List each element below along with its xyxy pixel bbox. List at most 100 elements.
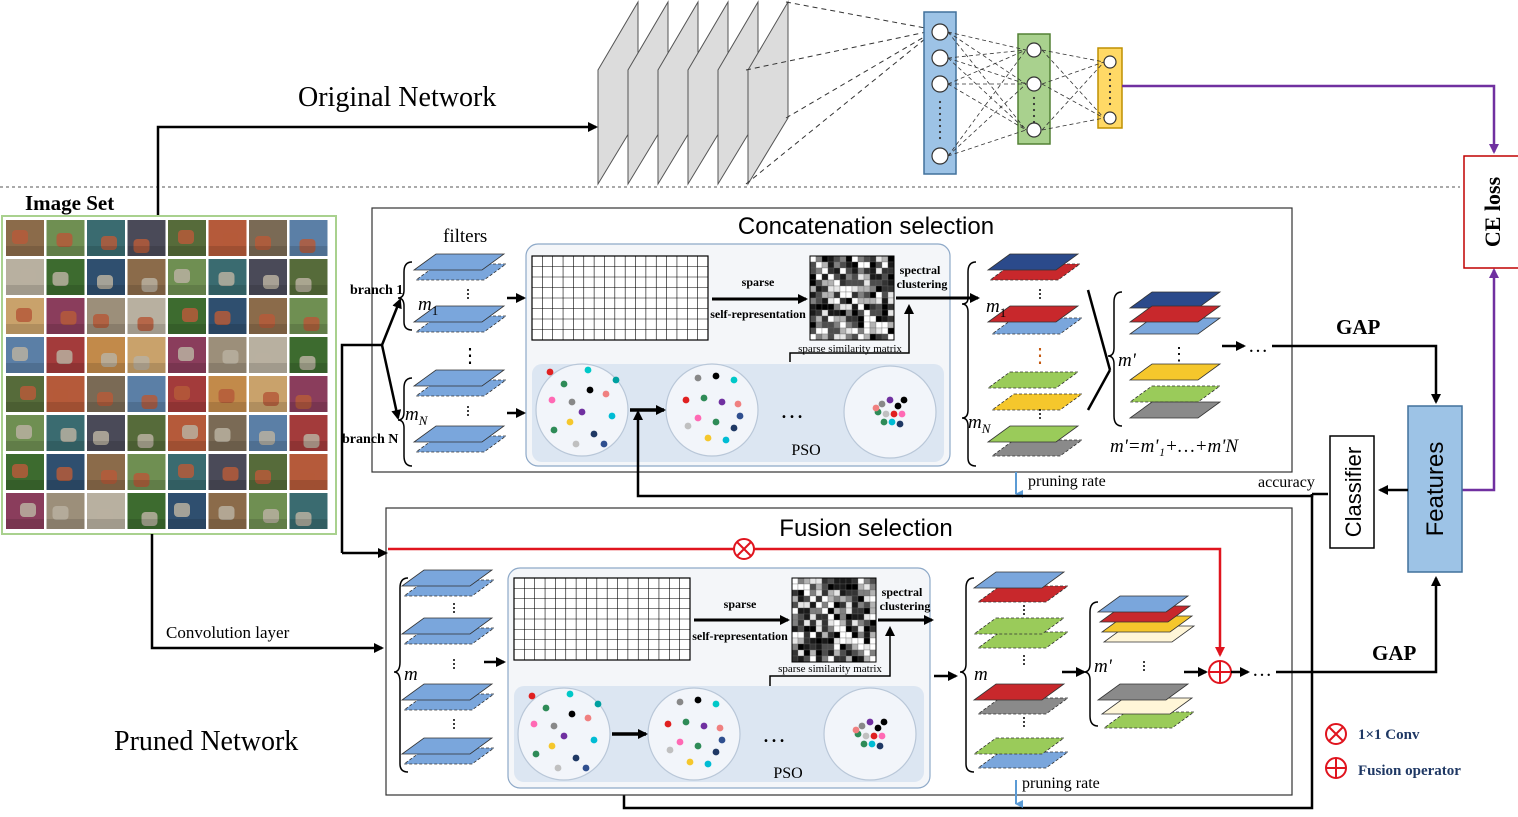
similarity-cell <box>869 273 877 281</box>
similarity-cell <box>839 303 847 311</box>
concat-pso-ellipsis: … <box>780 398 804 424</box>
vertical-dot <box>1039 289 1041 291</box>
similarity-cell <box>887 321 895 329</box>
thumbnail-subject <box>52 389 69 403</box>
similarity-cell <box>809 297 817 305</box>
similarity-cell <box>863 607 871 615</box>
thumbnail-subject <box>101 470 117 484</box>
vertical-dot <box>453 723 455 725</box>
similarity-cell <box>857 267 865 275</box>
similarity-cell <box>857 577 865 585</box>
fusion-out-ellipsis: … <box>1252 659 1272 681</box>
thumbnail-subject <box>218 506 235 520</box>
similarity-cell <box>857 297 865 305</box>
fc-node <box>1026 122 1042 138</box>
pso-particle <box>612 376 620 384</box>
concat-mN-base: m <box>405 404 419 425</box>
pso-particle <box>568 710 576 718</box>
similarity-cell <box>863 279 871 287</box>
similarity-cell <box>827 625 835 633</box>
similarity-cell <box>839 589 847 597</box>
thumbnail-subject <box>20 386 36 400</box>
similarity-cell <box>821 321 829 329</box>
similarity-cell <box>845 577 853 585</box>
thumbnail-subject <box>133 473 150 487</box>
thumbnail-ground <box>6 441 44 451</box>
similarity-cell <box>815 297 823 305</box>
vertical-dot <box>1023 655 1025 657</box>
pso-particle <box>664 720 672 728</box>
similarity-cell <box>809 321 817 329</box>
similarity-cell <box>845 643 853 651</box>
similarity-cell <box>845 595 853 603</box>
similarity-cell <box>851 655 859 663</box>
similarity-cell <box>839 261 847 269</box>
concat-mN: mN <box>405 404 429 428</box>
pso-particle <box>550 426 558 434</box>
similarity-cell <box>869 613 877 621</box>
vertical-dot <box>453 611 455 613</box>
pso-particle <box>874 724 882 732</box>
similarity-cell <box>845 309 853 317</box>
similarity-cell <box>821 291 829 299</box>
fmap-connection <box>785 1 937 31</box>
thumbnail-subject <box>52 272 69 286</box>
thumbnail-subject <box>222 233 239 247</box>
concat-select-line-2 <box>1086 369 1112 411</box>
thumbnail-subject <box>222 350 239 364</box>
similarity-cell <box>881 297 889 305</box>
thumbnail-ground <box>289 519 328 529</box>
similarity-cell <box>827 303 835 311</box>
thumbnail-ground <box>6 285 44 295</box>
similarity-cell <box>863 655 871 663</box>
similarity-cell <box>809 631 817 639</box>
thumbnail-subject <box>141 395 158 409</box>
pso-particle <box>700 722 708 730</box>
similarity-cell <box>809 333 817 341</box>
thumbnail-ground <box>46 324 85 334</box>
similarity-cell <box>851 643 859 651</box>
similarity-cell <box>833 655 841 663</box>
filter-plate <box>986 425 1080 443</box>
pso-swarm-circle <box>647 687 741 781</box>
similarity-cell <box>803 595 811 603</box>
similarity-cell <box>833 303 841 311</box>
similarity-cell <box>857 625 865 633</box>
similarity-cell <box>821 255 829 263</box>
fc-edge <box>1041 61 1105 131</box>
similarity-cell <box>833 285 841 293</box>
thumbnail-subject <box>263 392 279 406</box>
similarity-cell <box>815 291 823 299</box>
pso-particle <box>682 396 690 404</box>
thumbnail-subject <box>56 233 73 247</box>
thumbnail-ground <box>289 324 328 334</box>
pso-particle <box>712 418 720 426</box>
vertical-dot <box>467 289 469 291</box>
thumbnail-ground <box>289 480 328 490</box>
similarity-cell <box>815 285 823 293</box>
fc-edge <box>947 57 1027 131</box>
similarity-cell <box>845 655 853 663</box>
pso-particle <box>560 732 568 740</box>
filter-plate <box>972 617 1066 635</box>
filter-plate <box>1128 305 1222 323</box>
thumbnail-ground <box>249 246 287 256</box>
similarity-cell <box>815 261 823 269</box>
vertical-dot <box>453 663 455 665</box>
pso-particle <box>712 700 720 708</box>
thumbnail-subject <box>259 314 275 328</box>
pso-swarm-circle <box>843 365 937 459</box>
similarity-cell <box>815 601 823 609</box>
similarity-cell <box>821 595 829 603</box>
similarity-cell <box>791 655 799 663</box>
similarity-cell <box>857 255 865 263</box>
pso-particle <box>542 704 550 712</box>
similarity-cell <box>821 619 829 627</box>
accuracy-label: accuracy <box>1258 474 1315 491</box>
concat-selfrep-label: self-representation <box>710 307 806 321</box>
pso-particle <box>860 740 868 748</box>
similarity-cell <box>845 279 853 287</box>
thumbnail-subject <box>141 278 158 292</box>
thumbnail-ground <box>249 441 287 451</box>
pso-particle <box>600 440 608 448</box>
